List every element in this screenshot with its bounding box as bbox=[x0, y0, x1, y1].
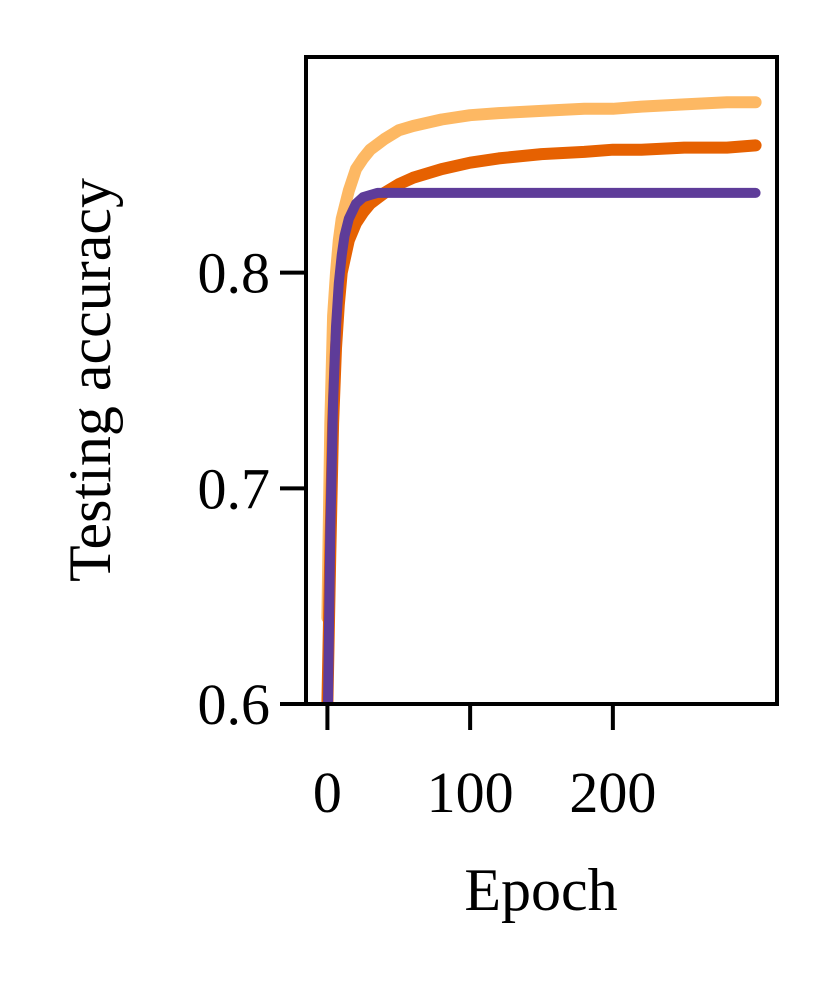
y-tick-label: 0.7 bbox=[198, 456, 271, 521]
y-tick-label: 0.6 bbox=[198, 672, 271, 737]
series-line-3 bbox=[322, 187, 761, 704]
x-axis-label: Epoch bbox=[464, 857, 617, 923]
tick-layer: 0 100 200 0.6 0.7 0.8 bbox=[198, 241, 657, 825]
plot-frame bbox=[304, 55, 779, 706]
series-layer bbox=[321, 96, 762, 704]
series-line-2 bbox=[321, 139, 762, 704]
x-tick-label: 200 bbox=[569, 760, 656, 825]
x-tick-label: 0 bbox=[313, 760, 342, 825]
y-tick-label: 0.8 bbox=[198, 241, 271, 306]
y-axis-label: Testing accuracy bbox=[57, 178, 123, 582]
series-line-1 bbox=[321, 96, 762, 624]
x-tick-label: 100 bbox=[427, 760, 514, 825]
